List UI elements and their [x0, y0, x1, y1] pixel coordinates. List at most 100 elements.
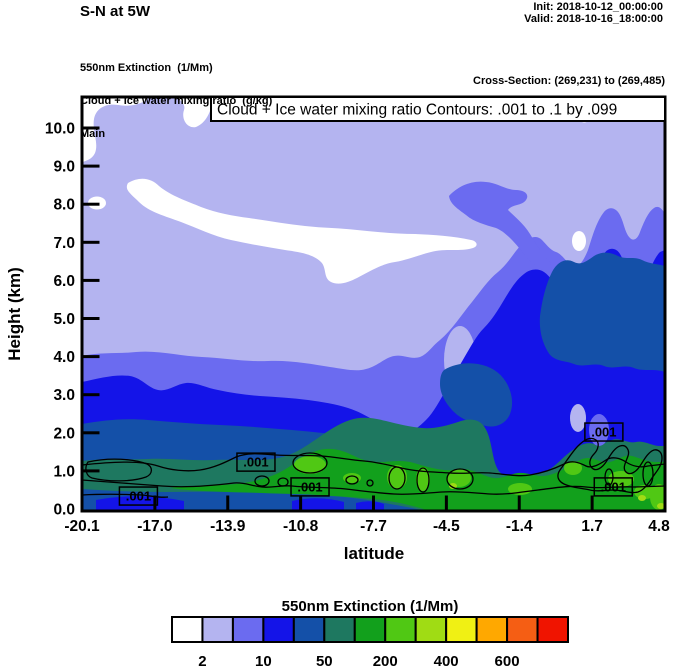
contour-loop [642, 461, 654, 487]
contour-label-box [593, 477, 634, 497]
colorbar-swatch [231, 616, 265, 643]
fill-violet-bird [449, 181, 552, 272]
fill-lavender-inclusion [570, 404, 586, 432]
x-tick-mark [444, 495, 448, 510]
y-tick-mark [83, 469, 100, 473]
fill-white-topleft-corner [82, 97, 150, 163]
fill-white-top-notch [176, 97, 214, 128]
x-tick-label: 1.7 [581, 518, 603, 535]
legend-line-extinction: 550nm Extinction (1/Mm) [80, 62, 213, 74]
x-tick-mark [517, 495, 521, 510]
fill-blue-bottom-patch-1 [96, 496, 184, 511]
x-tick-label: -7.7 [360, 518, 387, 535]
brightgreen-cell [343, 473, 361, 483]
x-tick-mark [226, 495, 230, 510]
brightgreen-cell [387, 465, 407, 489]
contour-label-text: .001 [601, 479, 626, 494]
colorbar-swatch [171, 616, 204, 643]
y-tick-label: 0.0 [53, 502, 75, 519]
contour-label-box [584, 422, 624, 442]
x-tick-label: -13.9 [210, 518, 246, 535]
contour-loop [388, 466, 406, 490]
y-tick-label: 1.0 [53, 463, 75, 480]
y-tick-mark [83, 393, 100, 397]
legend-line-domain: Main [80, 128, 106, 140]
contour-loop [254, 475, 270, 487]
fill-blue-bottom-patch-2 [292, 498, 344, 511]
legend-line-mixing-ratio: Cloud + Ice water mixing ratio (g/kg) [80, 95, 273, 107]
fill-white-diagonal-band [126, 178, 477, 284]
x-tick-label: -20.1 [64, 518, 100, 535]
fill-darkblue-center-patch [440, 363, 513, 427]
colorbar-swatch [353, 616, 387, 643]
brightgreen-cell [608, 471, 634, 487]
contour-label-text: .001 [591, 425, 616, 440]
y-tick-label: 6.0 [53, 273, 75, 290]
field-legend: 550nm Extinction (1/Mm) Cloud + Ice wate… [80, 41, 272, 162]
y-tick-label: 8.0 [53, 197, 75, 214]
contour-label-box [236, 452, 276, 472]
shaded-field [82, 97, 665, 511]
contour-line-lower [82, 479, 665, 495]
colorbar-swatch [292, 616, 326, 643]
brightgreen-cell [564, 461, 582, 475]
y-tick-mark [83, 240, 100, 244]
yellowgreen-dot [657, 503, 665, 509]
cross-section-info: Cross-Section: (269,231) to (269,485) [473, 75, 665, 87]
fill-yellowgreen-dots [449, 483, 665, 509]
plot-title-box [210, 96, 666, 122]
x-tick-label: -4.5 [433, 518, 460, 535]
colorbar-tick-label: 10 [255, 653, 272, 668]
x-tick-label: -1.4 [506, 518, 533, 535]
colorbar-swatch [506, 616, 539, 643]
x-axis: -20.1 -17.0 -13.9 -10.8 -7.7 -4.5 -1.4 1.7 4.8 [64, 495, 670, 535]
fill-darkblue-right-core [539, 252, 665, 372]
y-axis-title: Height (km) [5, 267, 24, 361]
colorbar-swatch [323, 616, 356, 643]
colorbar-tick-label: 2 [198, 653, 206, 668]
y-tick-mark [83, 278, 100, 282]
contour-right-squiggle [557, 437, 663, 494]
y-tick-mark [83, 164, 100, 168]
colorbar [171, 616, 569, 643]
y-tick-label: 3.0 [53, 387, 75, 404]
yellowgreen-dot [449, 483, 457, 489]
x-tick-mark [153, 495, 157, 510]
fill-violet-inclusion [589, 414, 609, 446]
colorbar-tick-label: 50 [316, 653, 333, 668]
x-tick-label: -10.8 [283, 518, 319, 535]
x-axis-title: latitude [344, 544, 404, 563]
brightgreen-cell [294, 456, 326, 474]
x-tick-mark [590, 495, 594, 510]
x-tick-mark [299, 495, 303, 510]
contour-label-text: .001 [126, 489, 151, 504]
x-tick-label: -17.0 [137, 518, 172, 535]
colorbar-swatch [536, 616, 569, 643]
colorbar-swatch [384, 616, 417, 643]
contour-label-box [118, 486, 159, 506]
plot-title: Cloud + Ice water mixing ratio Contours:… [217, 102, 617, 119]
contour-loop [292, 452, 328, 474]
contour-label-text: .001 [297, 479, 322, 494]
contour-label-box [290, 477, 330, 497]
y-tick-label: 5.0 [53, 311, 75, 328]
y-tick-label: 10.0 [45, 121, 75, 138]
run-times: Init: 2018-10-12_00:00:00 Valid: 2018-10… [524, 1, 663, 25]
contour-bottom-left-segment [82, 493, 169, 498]
init-time: Init: 2018-10-12_00:00:00 [533, 1, 663, 13]
colorbar-tick-label: 600 [495, 653, 520, 668]
colorbar-swatch [201, 616, 234, 643]
y-tick-label: 9.0 [53, 159, 75, 176]
y-tick-mark [83, 126, 100, 130]
x-tick-label: 4.8 [648, 518, 670, 535]
y-axis: 0.0 1.0 2.0 3.0 4.0 5.0 6.0 7.0 8.0 9.0 10.0 [45, 121, 100, 519]
contour-label-text: .001 [243, 455, 268, 470]
fill-white-right-oval [572, 231, 586, 251]
colorbar-tick-label: 400 [434, 653, 459, 668]
contour-left-loop [85, 458, 153, 482]
y-tick-mark [83, 317, 100, 320]
y-tick-mark [83, 202, 100, 206]
mixing-ratio-contours [82, 437, 665, 498]
